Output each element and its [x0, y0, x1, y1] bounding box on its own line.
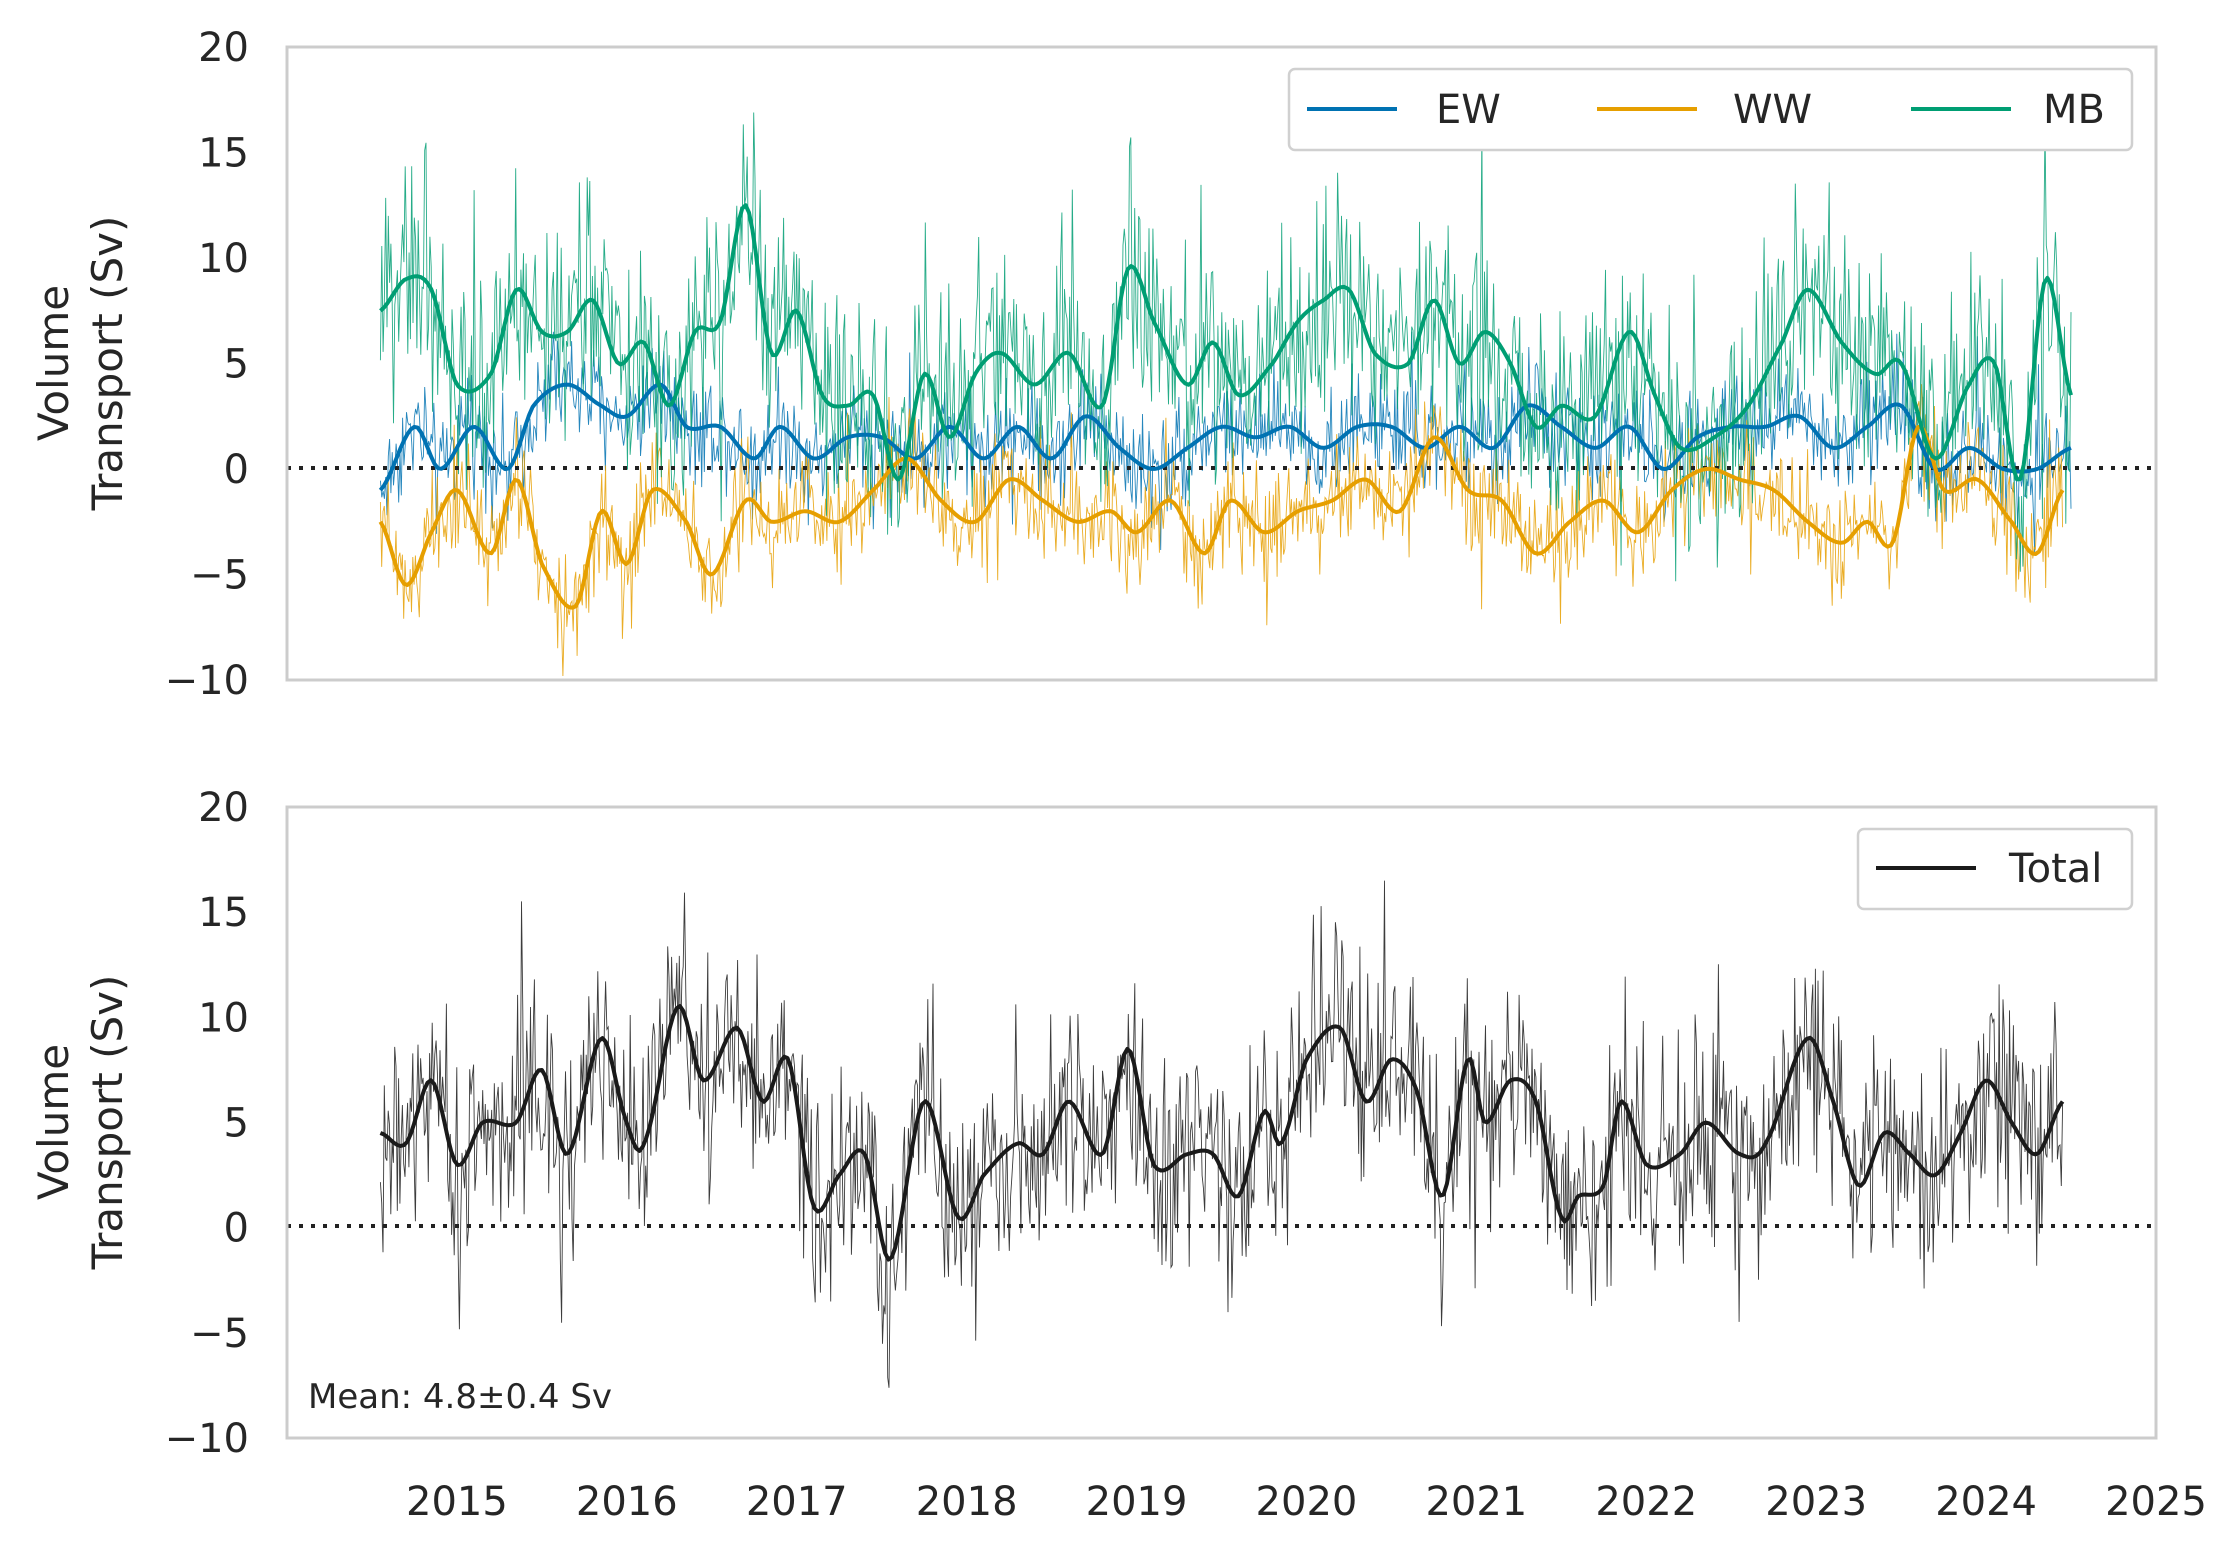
- y-tick-labels: 20 15 10 5 0 −5 −10: [165, 785, 249, 1462]
- y-tick-label: 10: [198, 995, 249, 1041]
- y-tick-label: 5: [224, 342, 249, 388]
- raw-trace-total: [379, 880, 2064, 1388]
- x-tick-label: 2016: [576, 1479, 678, 1525]
- y-axis-label-line1: Volume: [29, 285, 78, 441]
- x-tick-label: 2025: [2105, 1479, 2207, 1525]
- x-tick-labels: 2015 2016 2017 2018 2019 2020 2021 2022 2023 2024…: [406, 1479, 2207, 1525]
- y-tick-label: 20: [198, 25, 249, 71]
- y-tick-label: −5: [190, 553, 249, 599]
- plot-frame: [285, 45, 2158, 682]
- x-tick-label: 2022: [1595, 1479, 1697, 1525]
- y-tick-label: 0: [224, 1206, 249, 1252]
- x-tick-label: 2017: [746, 1479, 848, 1525]
- legend-frame: [1287, 67, 2134, 152]
- x-tick-label: 2023: [1765, 1479, 1867, 1525]
- legend-label-total: Total: [2008, 846, 2102, 892]
- y-tick-label: 0: [224, 447, 249, 493]
- raw-trace-mb: [379, 112, 2072, 582]
- y-tick-label: −10: [165, 658, 249, 704]
- raw-total-trace: [379, 880, 2064, 1388]
- top-panel: 20 15 10 5 0 −5 −10 Volume Transport (Sv) EW W…: [29, 25, 2158, 704]
- smoothed-total-line: [379, 1004, 2065, 1262]
- x-tick-label: 2021: [1425, 1479, 1527, 1525]
- y-tick-labels: 20 15 10 5 0 −5 −10: [165, 25, 249, 704]
- y-tick-label: −10: [165, 1416, 249, 1462]
- x-tick-label: 2015: [406, 1479, 508, 1525]
- legend-label-mb: MB: [2043, 87, 2105, 133]
- legend: EW WW MB: [1287, 67, 2134, 152]
- x-tick-label: 2024: [1935, 1479, 2037, 1525]
- y-tick-label: 15: [198, 890, 249, 936]
- x-tick-label: 2019: [1086, 1479, 1188, 1525]
- y-axis-label-line2: Transport (Sv): [83, 975, 132, 1271]
- y-tick-label: 10: [198, 236, 249, 282]
- legend: Total: [1856, 827, 2134, 911]
- y-tick-label: 5: [224, 1101, 249, 1147]
- legend-label-ew: EW: [1436, 87, 1501, 133]
- series-line-ew: [378, 382, 2072, 492]
- y-tick-label: −5: [190, 1311, 249, 1357]
- y-axis-label-line1: Volume: [29, 1044, 78, 1200]
- plot-frame: [285, 805, 2158, 1440]
- y-tick-label: 15: [198, 131, 249, 177]
- series-line-ww: [378, 424, 2065, 610]
- x-tick-label: 2018: [916, 1479, 1018, 1525]
- series-line-mb: [379, 203, 2073, 482]
- raw-series-traces: [379, 112, 2072, 677]
- y-tick-label: 20: [198, 785, 249, 831]
- legend-frame: [1856, 827, 2134, 911]
- legend-label-ww: WW: [1733, 87, 1812, 133]
- series-line-total: [379, 1004, 2065, 1262]
- x-tick-label: 2020: [1256, 1479, 1358, 1525]
- mean-annotation: Mean: 4.8±0.4 Sv: [308, 1377, 612, 1417]
- smoothed-series-lines: [378, 203, 2073, 610]
- y-axis-label-line2: Transport (Sv): [83, 216, 132, 512]
